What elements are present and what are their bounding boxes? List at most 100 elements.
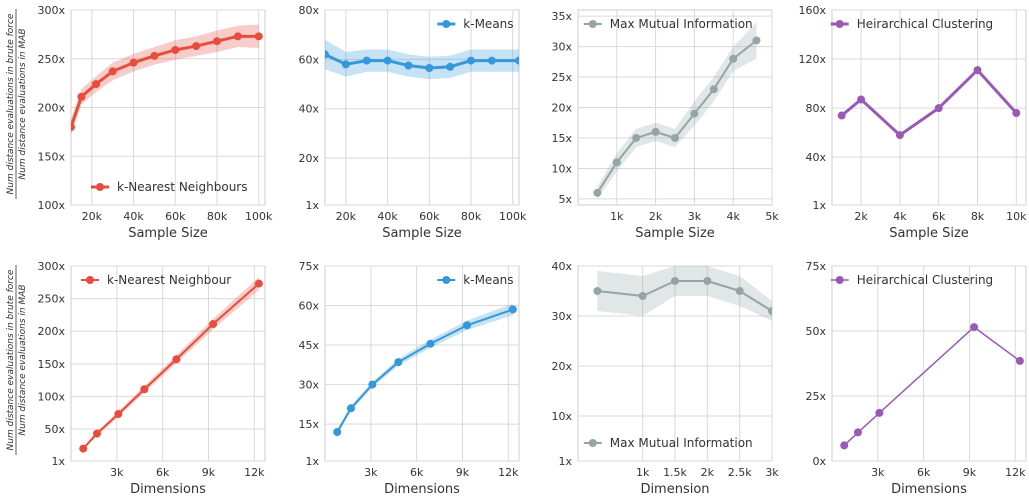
data-point: [875, 408, 884, 417]
y-tick-label: 5x: [558, 193, 572, 206]
data-point: [140, 385, 149, 394]
chart-panels: 20k 40k 60k 80k 100k 100x 150x 200x 250x 300x Samp…: [37, 4, 1027, 497]
x-tick-label: 3k: [110, 466, 124, 479]
data-point: [970, 323, 979, 332]
confidence-band: [71, 24, 259, 135]
data-point: [426, 339, 435, 348]
y-tick-label: 200x: [37, 325, 65, 338]
x-tick-label: 40k: [123, 210, 144, 223]
data-point: [108, 67, 117, 76]
legend-marker: [588, 439, 597, 447]
data-point: [79, 444, 88, 453]
chart-panel-0-0: 20k 40k 60k 80k 100k 100x 150x 200x 250x 300x Samp…: [37, 4, 273, 241]
legend: Max Mutual Information: [583, 436, 753, 450]
x-tick-label: 6k: [156, 466, 170, 479]
data-point: [446, 62, 455, 71]
y-tick-label: 20x: [298, 152, 319, 165]
legend-label: k-Nearest Neighbours: [117, 180, 247, 194]
y-tick-label: 20x: [551, 102, 572, 115]
legend-label: k-Means: [463, 273, 513, 287]
y-tick-label: 35x: [551, 10, 572, 23]
y-axis-label-bottom-row: Num distance evaluations in brute force …: [6, 265, 28, 455]
y-label-denominator: Num distance evaluations in MAB: [18, 28, 28, 179]
data-point: [1012, 109, 1021, 118]
data-point: [233, 32, 242, 41]
x-tick-label: 9k: [202, 466, 216, 479]
data-point: [853, 428, 862, 437]
x-tick-label: 2k: [701, 466, 715, 479]
data-point: [752, 36, 761, 45]
plot-marks: [79, 277, 263, 453]
x-tick-label: 6k: [932, 210, 946, 223]
y-tick-label: 150x: [37, 150, 65, 163]
data-point: [768, 307, 772, 315]
x-tick-label: 1k: [636, 466, 650, 479]
data-point: [92, 80, 101, 89]
data-point: [593, 287, 602, 295]
x-axis-label: Sample Size: [128, 226, 208, 241]
y-tick-label: 15x: [298, 418, 319, 431]
plot-area: [831, 265, 1027, 462]
legend-label: Heirarchical Clustering: [857, 17, 993, 31]
x-tick-label: 2k: [854, 210, 868, 223]
data-point: [383, 56, 392, 65]
y-tick-label: 75x: [298, 260, 319, 273]
data-point: [92, 429, 101, 438]
data-point: [71, 123, 75, 131]
data-point: [404, 61, 413, 70]
y-label-denominator: Num distance evaluations in MAB: [18, 284, 28, 435]
legend: k-Means: [437, 273, 514, 287]
y-tick-label: 25x: [805, 390, 826, 403]
series-line: [325, 53, 519, 70]
y-label-numerator: Num distance evaluations in brute force: [6, 269, 16, 450]
data-point: [254, 32, 263, 41]
legend-label: Max Mutual Information: [610, 436, 753, 450]
x-tick-label: 5k: [765, 210, 779, 223]
x-tick-label: 100k: [245, 210, 273, 223]
legend-marker: [835, 20, 844, 28]
grid: [71, 265, 265, 462]
legend-marker: [96, 183, 104, 191]
data-point: [651, 127, 660, 136]
x-tick-label: 3k: [871, 466, 885, 479]
data-point: [346, 404, 355, 413]
x-tick-label: 20k: [336, 210, 357, 223]
legend-label: k-Means: [463, 17, 513, 31]
y-tick-label: 100x: [37, 199, 65, 212]
data-point: [77, 92, 86, 101]
y-tick-label: 80x: [298, 4, 319, 17]
x-tick-label: 40k: [377, 210, 398, 223]
y-tick-label: 250x: [37, 293, 65, 306]
data-point: [254, 279, 263, 288]
data-point: [192, 42, 201, 51]
grid: [832, 265, 1026, 462]
y-tick-label: 1x: [305, 455, 319, 468]
legend-label: k-Nearest Neighbour: [107, 273, 231, 287]
data-point: [333, 428, 342, 437]
x-tick-label: 9k: [456, 466, 470, 479]
y-label-numerator: Num distance evaluations in brute force: [6, 13, 16, 194]
data-point: [362, 56, 371, 65]
plot-marks: [325, 39, 519, 80]
chart-panel-0-2: 1k 2k 3k 4k 5k 5x 10x 15x 20x 25x 30x 35x Sample Siz…: [551, 9, 779, 241]
plot-area: [831, 9, 1027, 206]
y-tick-label: 10x: [551, 162, 572, 175]
x-axis-label: Sample Size: [635, 226, 715, 241]
y-tick-label: 250x: [37, 53, 65, 66]
x-axis-label: Dimensions: [130, 482, 206, 497]
y-tick-label: 20x: [551, 360, 572, 373]
x-tick-label: 12k: [244, 466, 265, 479]
chart-panel-1-2: 1k 1.5k 2k 2.5k 3k 1x 10x 20x 30x 40x Dimension Max…: [551, 260, 779, 497]
legend: k-Nearest Neighbour: [81, 273, 231, 287]
legend-marker: [86, 276, 94, 284]
y-tick-label: 30x: [298, 379, 319, 392]
x-axis-label: Dimension: [640, 482, 709, 497]
y-axis-label-top-row: Num distance evaluations in brute force …: [6, 9, 28, 199]
x-tick-label: 6k: [917, 466, 931, 479]
legend-marker: [442, 276, 451, 284]
plot-area: [324, 9, 520, 206]
x-tick-label: 60k: [419, 210, 440, 223]
y-tick-label: 40x: [805, 151, 826, 164]
grid: [325, 9, 519, 206]
